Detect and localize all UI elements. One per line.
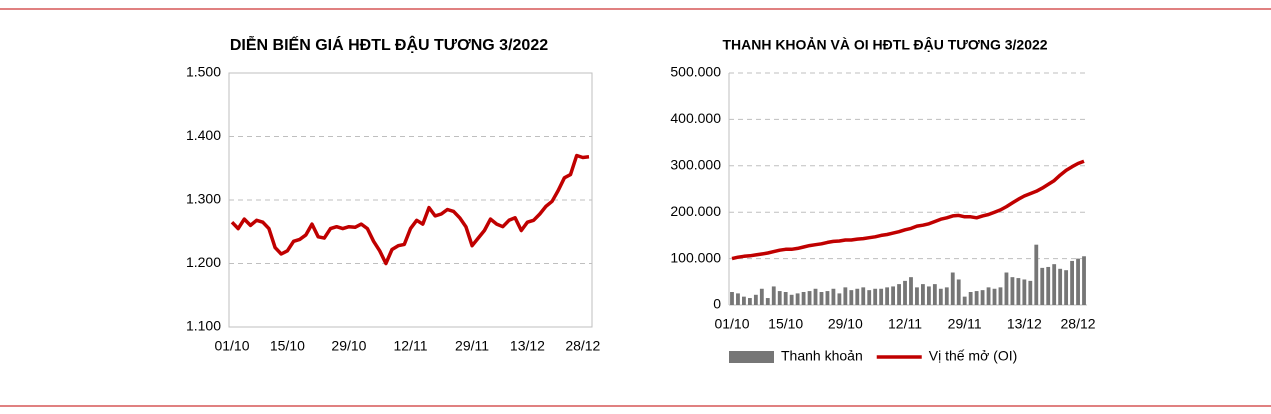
bar (1076, 258, 1080, 305)
bar (968, 292, 973, 305)
x-tick-label: 15/10 (768, 316, 803, 332)
bar (897, 284, 901, 305)
bar (909, 277, 913, 305)
y-tick-label: 1.100 (186, 318, 221, 334)
x-tick-label: 29/11 (948, 316, 982, 332)
y-tick-label: 200.000 (670, 203, 721, 219)
bar (771, 286, 776, 305)
bar (795, 293, 800, 305)
bar (1058, 268, 1063, 305)
bar (777, 291, 782, 305)
bar (831, 288, 836, 305)
x-tick-label: 28/12 (1061, 316, 1096, 332)
bar (759, 288, 764, 305)
bar (843, 287, 848, 305)
x-tick-label: 13/12 (1007, 316, 1042, 332)
bar (980, 290, 985, 305)
legend-label: Thanh khoản (781, 348, 863, 364)
bar (956, 279, 961, 305)
bar (765, 298, 770, 305)
bar (1004, 272, 1009, 305)
bar (861, 287, 866, 305)
bar (944, 287, 949, 305)
chart-title: DIỄN BIẾN GIÁ HĐTL ĐẬU TƯƠNG 3/2022 (230, 35, 548, 54)
bar (1034, 244, 1039, 305)
y-tick-label: 1.300 (186, 191, 221, 207)
x-tick-label: 01/10 (214, 338, 249, 354)
bar (891, 286, 895, 305)
bar (932, 284, 937, 305)
x-tick-label: 29/11 (455, 338, 489, 354)
x-tick-label: 12/11 (888, 316, 922, 332)
chart-title: THANH KHOẢN VÀ OI HĐTL ĐẬU TƯƠNG 3/2022 (722, 36, 1047, 53)
bar (849, 290, 854, 305)
bar (1082, 256, 1086, 305)
bar (819, 292, 824, 305)
bar (962, 296, 967, 305)
bar (837, 293, 842, 305)
y-tick-label: 300.000 (670, 157, 721, 173)
bar (1046, 266, 1051, 305)
legend-label: Vị thế mở (OI) (929, 348, 1018, 364)
bar (986, 287, 991, 305)
y-tick-label: 1.200 (186, 254, 221, 270)
x-tick-label: 12/11 (394, 338, 428, 354)
x-tick-label: 13/12 (510, 338, 545, 354)
bar (873, 288, 878, 305)
bar (921, 284, 925, 305)
x-tick-label: 15/10 (270, 338, 305, 354)
y-tick-label: 0 (713, 296, 721, 312)
bar (938, 288, 943, 305)
y-tick-label: 100.000 (670, 249, 721, 265)
x-tick-label: 01/10 (714, 316, 749, 332)
bar (1070, 260, 1074, 305)
bar (998, 287, 1003, 305)
y-tick-label: 500.000 (670, 64, 721, 80)
bar (992, 288, 997, 305)
bar (879, 288, 884, 305)
x-tick-label: 28/12 (565, 338, 600, 354)
bar (1010, 277, 1015, 305)
bar (903, 280, 907, 305)
bar (825, 291, 830, 305)
bar (915, 287, 919, 305)
y-tick-label: 400.000 (670, 110, 721, 126)
line-series (731, 159, 1085, 261)
bar (736, 293, 740, 305)
y-tick-label: 1.400 (186, 127, 221, 143)
line-series (230, 153, 590, 266)
x-tick-label: 29/10 (828, 316, 863, 332)
x-tick-label: 29/10 (331, 338, 366, 354)
y-tick-label: 1.500 (186, 64, 221, 80)
bar (807, 291, 812, 305)
bar (885, 287, 890, 305)
bar (950, 272, 955, 305)
bar (753, 294, 758, 305)
bar (1052, 264, 1057, 305)
bar (1016, 278, 1021, 305)
bar (801, 292, 806, 305)
bar (730, 292, 734, 305)
bar (1064, 270, 1069, 305)
bar (1022, 279, 1027, 305)
bar (813, 288, 818, 305)
bar (867, 290, 872, 305)
bar (747, 298, 752, 305)
bar (789, 294, 794, 305)
bar (783, 292, 788, 305)
bar (926, 286, 931, 305)
bar (855, 288, 860, 305)
bar (742, 296, 746, 305)
bar (974, 291, 979, 305)
legend-swatch (729, 351, 774, 363)
bar (1028, 280, 1033, 305)
bar (1040, 267, 1045, 305)
